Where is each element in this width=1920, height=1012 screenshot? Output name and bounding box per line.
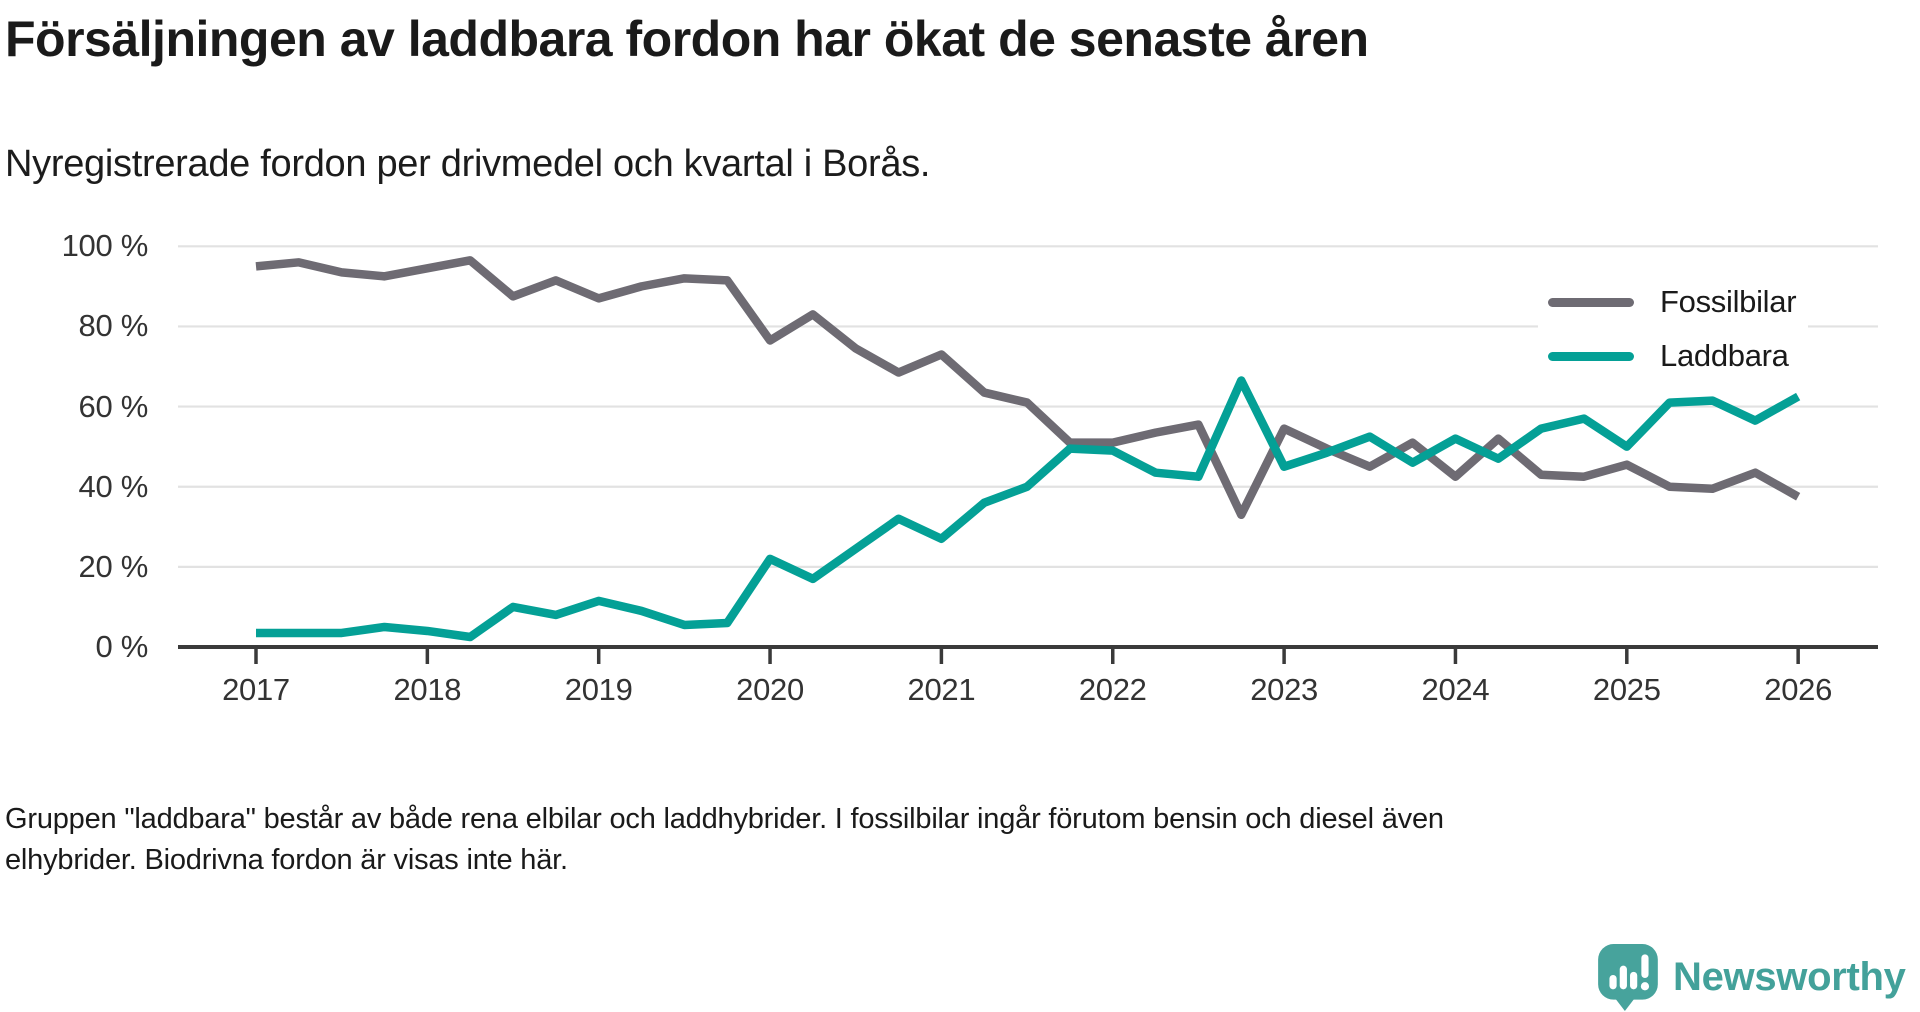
legend-item-fossilbilar: Fossilbilar [1538,276,1809,328]
laddbara-line-swatch [1548,351,1634,361]
x-axis-label: 2017 [222,672,290,707]
x-axis-label: 2026 [1764,672,1833,707]
chart-subtitle: Nyregistrerade fordon per drivmedel och … [5,143,931,185]
footnote: Gruppen "laddbara" består av både rena e… [5,799,1444,881]
y-axis-label: 40 % [78,468,149,504]
newsworthy-wordmark: Newsworthy [1673,954,1906,999]
x-axis-label: 2025 [1592,672,1661,707]
legend-item-laddbara: Laddbara [1538,330,1809,382]
x-axis-label: 2023 [1250,672,1318,707]
series-line-laddbara [256,376,1801,642]
chart-title: Försäljningen av laddbara fordon har öka… [5,11,1369,67]
fossilbilar-line-swatch [1548,297,1634,307]
x-axis-label: 2020 [736,672,804,707]
x-axis-label: 2018 [393,672,462,707]
footnote-line: Gruppen "laddbara" består av både rena e… [5,803,1444,835]
legend-label: Fossilbilar [1660,284,1797,319]
legend-label: Laddbara [1660,338,1789,373]
x-axis-label: 2022 [1078,672,1147,707]
y-axis-label: 20 % [78,548,149,584]
newsworthy-icon [1598,944,1658,1011]
y-axis-label: 60 % [78,388,149,424]
series-line-fossilbilar [255,256,1801,520]
x-axis-label: 2021 [907,672,976,707]
x-axis-label: 2019 [564,672,633,707]
footnote-line: elhybrider. Biodrivna fordon är visas in… [5,844,568,876]
x-axis-label: 2024 [1421,672,1490,707]
legend: Fossilbilar Laddbara [1538,276,1809,382]
y-axis-label: 0 % [95,629,148,664]
y-axis-label: 80 % [78,308,149,344]
y-axis-label: 100 % [61,228,149,264]
newsworthy-logo: Newsworthy [1597,942,1906,1012]
